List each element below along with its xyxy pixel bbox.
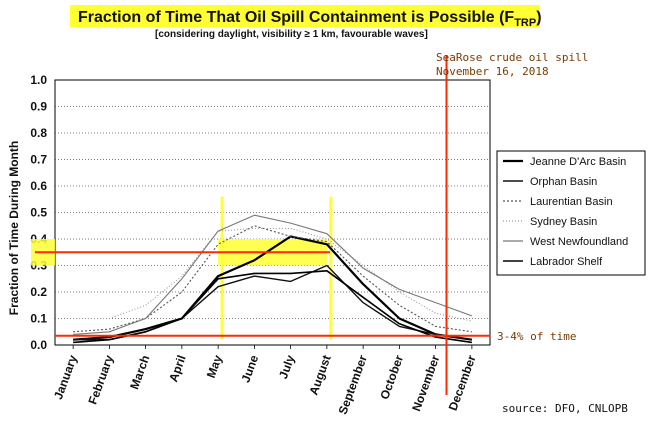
x-tick-label: April [166, 353, 189, 383]
y-tick-label: 0.6 [30, 179, 47, 193]
x-tick-label: February [85, 353, 116, 406]
x-tick-label: March [127, 353, 152, 391]
y-tick-label: 0.0 [30, 338, 47, 352]
legend-entry-label: Sydney Basin [530, 216, 597, 228]
legend-entry-label: Jeanne D'Arc Basin [530, 156, 626, 168]
annotation-lines [35, 55, 490, 395]
y-tick-labels: 0.00.10.20.30.40.50.60.70.80.91.0 [30, 73, 47, 352]
legend: Jeanne D'Arc Basin Orphan Basin Laurentian… [496, 150, 646, 276]
x-tick-label: November [409, 353, 442, 413]
legend-entry-label: Laurentian Basin [530, 196, 613, 208]
series-line-0 [73, 235, 473, 341]
chart-subtitle: [considering daylight, visibility ≥ 1 km… [155, 29, 428, 40]
x-tick-label: May [204, 353, 225, 380]
x-tick-label: December [446, 353, 479, 413]
plot-area: 0.00.10.20.30.40.50.60.70.80.91.0 Januar… [30, 55, 491, 416]
gridlines [55, 106, 490, 319]
spill-label-line2: November 16, 2018 [436, 65, 549, 78]
legend-entry-label: West Newfoundland [530, 236, 628, 248]
y-tick-label: 0.5 [30, 206, 47, 220]
spill-label-line1: SeaRose crude oil spill [436, 51, 588, 64]
x-tick-label: July [276, 353, 297, 381]
legend-entry-label: Labrador Shelf [530, 256, 603, 268]
y-tick-label: 0.2 [30, 285, 47, 299]
chart-title: Fraction of Time That Oil Spill Containm… [78, 9, 542, 29]
legend-frame [496, 150, 646, 276]
series-line-5 [73, 269, 473, 344]
y-tick-label: 1.0 [30, 73, 47, 87]
chart-title-close: ) [536, 9, 541, 26]
y-tick-label: 0.7 [30, 153, 47, 167]
series-line-2 [73, 225, 472, 333]
series-lines [73, 214, 473, 344]
y-tick-label: 0.1 [30, 312, 47, 326]
x-tick-label: September [336, 353, 370, 416]
source-note: source: DFO, CNLOPB [502, 402, 628, 415]
chart-title-main: Fraction of Time That Oil Spill Containm… [78, 9, 514, 26]
series-line-4 [73, 214, 473, 335]
x-tick-labels: January February March April May June July Augu… [51, 345, 479, 416]
y-axis-label: Fraction of Time During Month [7, 141, 21, 315]
title-highlight [70, 5, 540, 27]
y-tick-label: 0.8 [30, 126, 47, 140]
threshold-label: 3-4% of time [497, 330, 576, 343]
x-tick-label: June [238, 353, 261, 384]
x-tick-label: October [377, 353, 406, 401]
x-tick-label: August [306, 353, 333, 397]
y-tick-label: 0.9 [30, 100, 47, 114]
legend-entry-label: Orphan Basin [530, 176, 597, 188]
chart-title-subscript: TRP [514, 17, 536, 29]
x-tick-label: January [51, 353, 80, 401]
